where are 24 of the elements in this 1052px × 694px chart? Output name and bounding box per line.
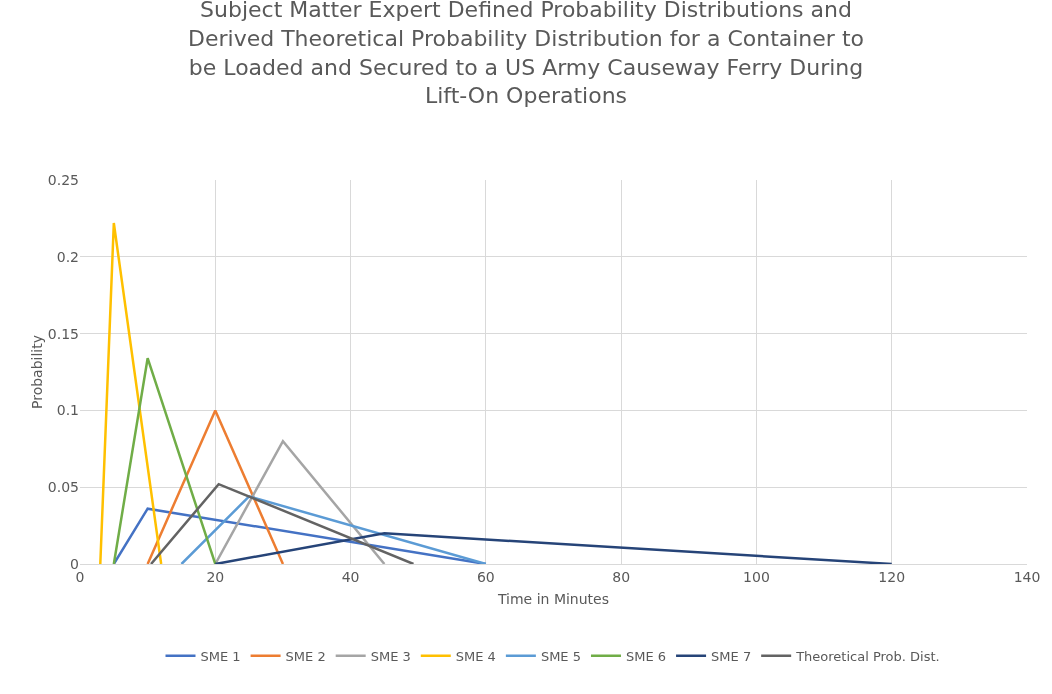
legend-label: SME 3 [370,648,411,664]
y-tick-label: 0.1 [56,402,79,419]
y-tick-label: 0.25 [47,171,79,188]
y-tick-label: 0.05 [47,479,79,496]
x-tick-label: 40 [341,568,360,585]
x-tick-label: 80 [612,568,631,585]
y-axis-title: Probability [29,334,45,410]
legend-label: SME 7 [711,648,752,664]
y-tick-label: 0 [70,555,79,572]
legend-label: SME 2 [285,648,326,664]
legend-label: SME 6 [625,648,667,664]
x-tick-label: 60 [476,568,495,585]
x-tick-label: 120 [878,568,906,585]
legend-label: SME 5 [540,648,581,664]
legend-label: SME 4 [455,648,496,664]
x-tick-label: 20 [206,568,225,585]
chart-title: Subject Matter Expert Defined Probability Distributions and Derived Theoretical Probability Distribution for a Container to be Loaded and Secured to a US Army Causeway Ferry During Lift-On Operations [188,0,864,109]
x-tick-label: 140 [1013,568,1041,585]
x-tick-label: 100 [743,568,770,585]
x-axis-title: Time in Minutes [496,591,610,608]
y-tick-label: 0.2 [56,248,79,265]
legend-label: SME 1 [200,648,241,664]
legend-label: Theoretical Prob. Dist. [795,648,940,664]
y-tick-label: 0.15 [47,325,79,342]
